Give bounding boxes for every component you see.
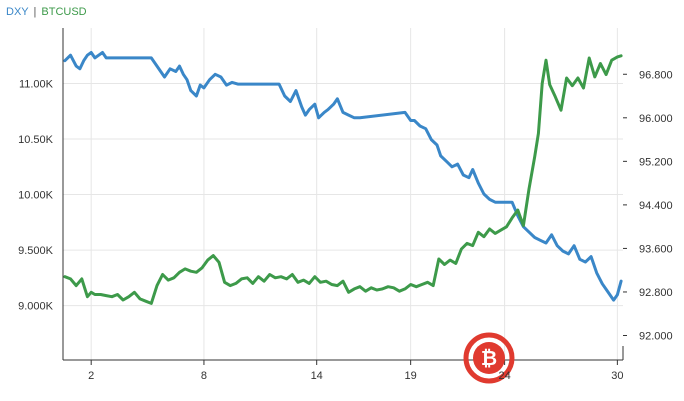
y-right-tick-label: 92.000 (639, 331, 673, 343)
axes (62, 28, 627, 365)
y-right-tick-label: 95.200 (639, 156, 673, 168)
legend-entry-btcusd[interactable]: BTCUSD (41, 6, 86, 18)
svg-text:DXY | BTCUSD: DXY | BTCUSD (6, 6, 87, 18)
legend-separator: | (33, 6, 36, 18)
series-line-btcusd (63, 54, 623, 305)
bitcoin-icon: ₿ (481, 346, 497, 370)
y-left-tick-label: 10.00K (18, 190, 54, 202)
y-right-tick-label: 96.000 (639, 113, 673, 125)
y-left-tick-label: 9.500K (18, 245, 54, 257)
x-tick-label: 2 (88, 370, 94, 382)
x-tick-label: 30 (611, 370, 623, 382)
series-line-dxy (63, 51, 623, 302)
bitcoin-logo-watermark: ₿ (463, 332, 515, 384)
series-lines (63, 51, 623, 305)
y-left-tick-label: 11.00K (19, 79, 54, 91)
x-tick-label: 14 (311, 370, 323, 382)
bitcoin-logo-disc (473, 342, 505, 374)
x-tick-label: 8 (201, 370, 207, 382)
y-right-tick-label: 94.400 (639, 200, 673, 212)
x-tick-label: 19 (405, 370, 417, 382)
y-left-tick-label: 9.000K (18, 301, 54, 313)
gridlines (63, 28, 623, 360)
y-right-tick-label: 93.600 (639, 243, 673, 255)
y-left-tick-label: 10.50K (18, 134, 54, 146)
tick-labels: 11.00K 10.50K 10.00K 9.500K 9.000K 2 8 14 19 24 30… (18, 69, 673, 382)
legend: DXY | BTCUSD (6, 6, 87, 18)
legend-entry-dxy[interactable]: DXY (6, 6, 29, 18)
y-right-tick-label: 92.800 (639, 287, 673, 299)
bitcoin-logo-ring (463, 332, 515, 384)
y-right-tick-label: 96.800 (639, 69, 673, 81)
x-tick-label: 24 (498, 370, 510, 382)
